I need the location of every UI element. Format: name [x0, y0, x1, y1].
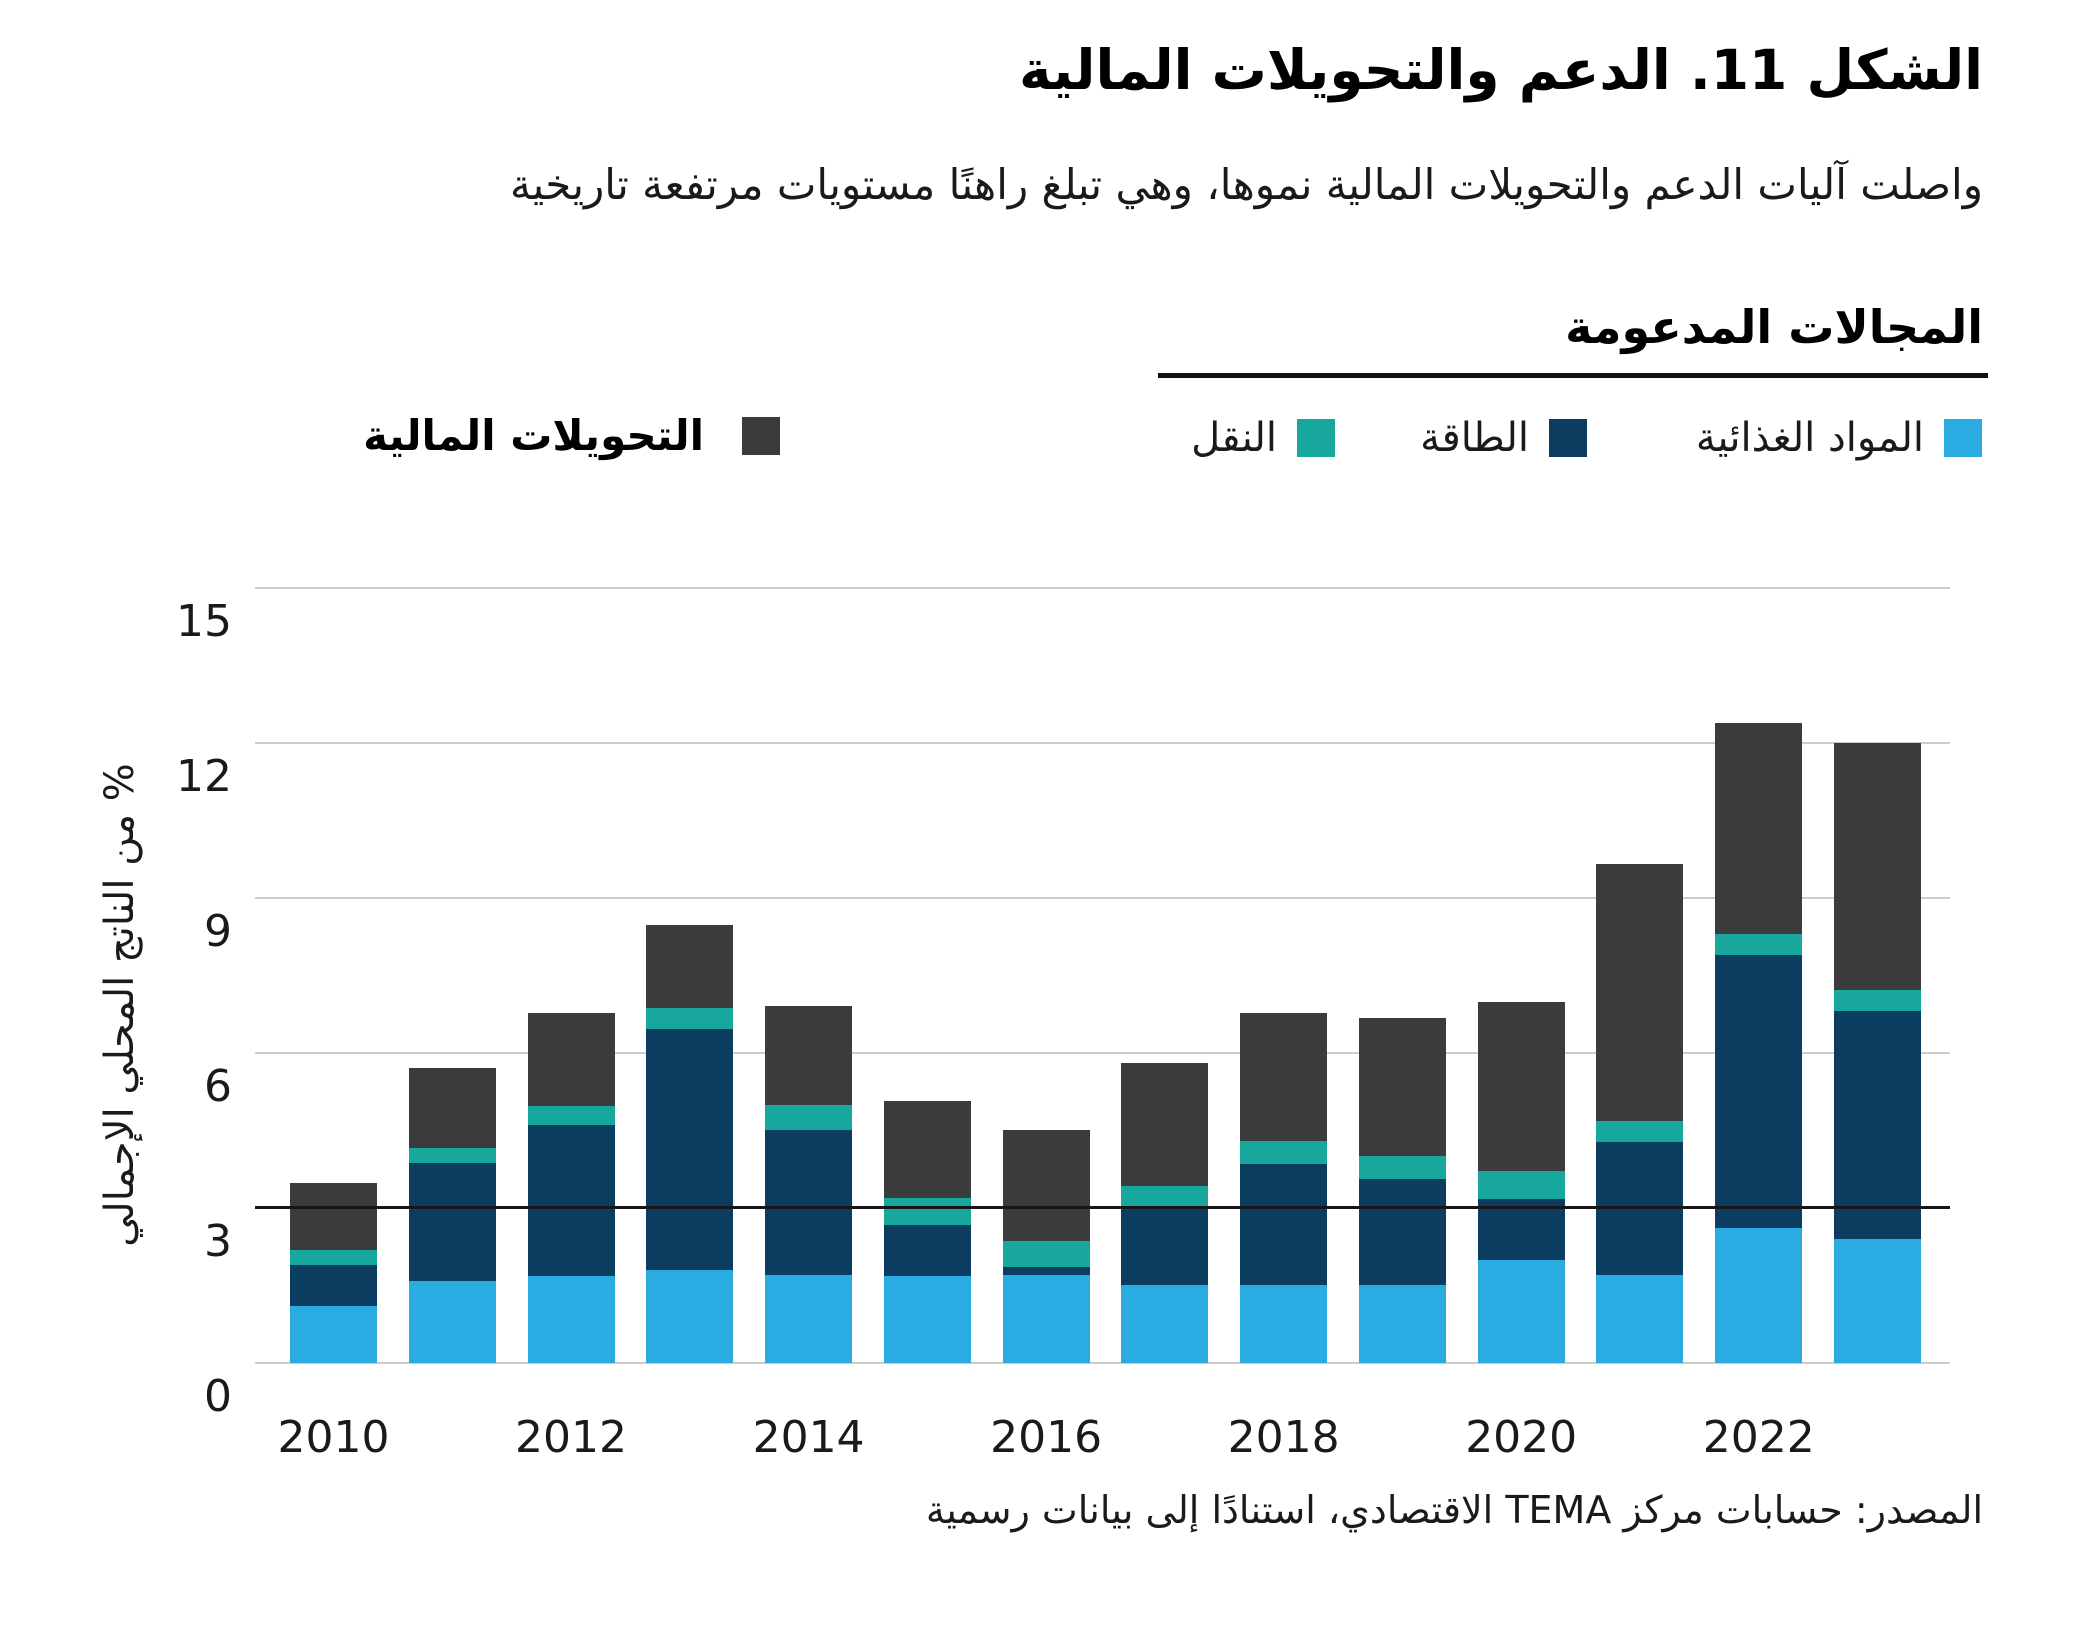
y-tick-3: 3 — [204, 1215, 232, 1267]
figure-subtitle: واصلت آليات الدعم والتحويلات المالية نمو… — [510, 160, 1983, 209]
figure-title: الشكل 11. الدعم والتحويلات المالية — [1019, 38, 1983, 102]
bar-segment-transport-2011 — [408, 1147, 496, 1164]
bar-segment-transfers-2020 — [1477, 1002, 1565, 1171]
legend-transfers: التحويلات المالية — [363, 414, 780, 458]
bar-segment-transfers-2011 — [408, 1068, 496, 1148]
bar-segment-transfers-2023 — [1834, 743, 1921, 990]
gridline-y15 — [255, 586, 1950, 589]
bar-segment-food-2019 — [1358, 1285, 1446, 1363]
bar-segment-transport-2021 — [1596, 1121, 1684, 1143]
y-tick-6: 6 — [204, 1060, 232, 1112]
bar-segment-food-2010 — [290, 1306, 377, 1363]
x-label-2020: 2020 — [1465, 1412, 1578, 1463]
y-tick-12: 12 — [176, 750, 232, 802]
gridline-y6 — [255, 1051, 1950, 1054]
bar-segment-energy-2017 — [1121, 1206, 1209, 1286]
bar-segment-transport-2012 — [527, 1105, 615, 1126]
bar-segment-energy-2015 — [883, 1225, 971, 1277]
bar-segment-energy-2014 — [765, 1130, 853, 1276]
x-label-2018: 2018 — [1227, 1412, 1340, 1463]
bar-segment-food-2017 — [1121, 1285, 1209, 1363]
bar-segment-transport-2020 — [1477, 1170, 1565, 1199]
legend-item-2: النقل — [1191, 418, 1335, 458]
legend-transfers-label: التحويلات المالية — [363, 411, 704, 460]
legend-swatch-icon — [1549, 419, 1587, 457]
bar-segment-energy-2011 — [408, 1163, 496, 1281]
bar-segment-energy-2013 — [646, 1028, 734, 1270]
bar-segment-food-2014 — [765, 1275, 853, 1363]
bar-segment-transport-2023 — [1834, 989, 1921, 1011]
transfers-swatch-icon — [742, 417, 780, 455]
bar-segment-transfers-2014 — [765, 1005, 853, 1105]
bar-segment-transport-2010 — [290, 1250, 377, 1266]
bar-segment-food-2020 — [1477, 1259, 1565, 1363]
bar-segment-food-2012 — [527, 1276, 615, 1363]
bar-segment-energy-2022 — [1715, 954, 1803, 1229]
bar-segment-transfers-2013 — [646, 924, 734, 1009]
bar-segment-food-2022 — [1715, 1228, 1803, 1363]
legend-item-1: الطاقة — [1420, 418, 1587, 458]
bar-segment-food-2013 — [646, 1269, 734, 1363]
bar-segment-transport-2018 — [1240, 1140, 1328, 1164]
x-label-2016: 2016 — [990, 1412, 1103, 1463]
bar-segment-food-2023 — [1834, 1238, 1921, 1363]
gridline-y0 — [255, 1362, 1950, 1364]
bar-segment-energy-2010 — [290, 1265, 377, 1307]
source-note: المصدر: حسابات مركز TEMA الاقتصادي، استن… — [925, 1488, 1983, 1532]
bar-segment-transport-2017 — [1121, 1186, 1209, 1207]
legend-item-0: المواد الغذائية — [1696, 418, 1982, 458]
bar-segment-energy-2018 — [1240, 1163, 1328, 1286]
x-label-2012: 2012 — [515, 1412, 628, 1463]
bar-segment-energy-2023 — [1834, 1010, 1921, 1239]
bar-segment-food-2018 — [1240, 1285, 1328, 1363]
x-label-2022: 2022 — [1702, 1412, 1815, 1463]
bar-segment-food-2016 — [1002, 1275, 1090, 1363]
bar-segment-food-2011 — [408, 1280, 496, 1363]
bar-segment-transport-2016 — [1002, 1241, 1090, 1267]
bar-segment-transport-2015 — [883, 1197, 971, 1226]
gridline-y12 — [255, 741, 1950, 744]
bar-segment-transfers-2021 — [1596, 864, 1684, 1122]
bar-segment-energy-2012 — [527, 1125, 615, 1277]
bar-segment-energy-2016 — [1002, 1266, 1090, 1276]
y-tick-9: 9 — [204, 905, 232, 957]
x-label-2014: 2014 — [752, 1412, 865, 1463]
bar-segment-transfers-2010 — [290, 1183, 377, 1251]
legend-underline — [1158, 373, 1988, 378]
bar-segment-transport-2013 — [646, 1008, 734, 1029]
y-tick-0: 0 — [204, 1371, 232, 1422]
bar-segment-transport-2019 — [1358, 1155, 1446, 1179]
legend-group-title: المجالات المدعومة — [1565, 300, 1983, 354]
bar-segment-food-2021 — [1596, 1275, 1684, 1363]
bar-segment-transfers-2019 — [1358, 1017, 1446, 1156]
bar-segment-transfers-2017 — [1121, 1063, 1209, 1187]
legend-swatch-icon — [1944, 419, 1982, 457]
legend-swatch-icon — [1297, 419, 1335, 457]
bar-segment-transfers-2016 — [1002, 1130, 1090, 1242]
bar-segment-transfers-2018 — [1240, 1013, 1328, 1141]
bar-segment-energy-2019 — [1358, 1178, 1446, 1286]
x-label-2010: 2010 — [277, 1412, 390, 1463]
bar-segment-transfers-2015 — [883, 1100, 971, 1198]
legend-item-label: النقل — [1191, 415, 1277, 461]
bar-segment-transfers-2012 — [527, 1012, 615, 1106]
y-axis-title: % من الناتج المحلي الإجمالي — [97, 763, 143, 1247]
y-tick-15: 15 — [176, 595, 232, 647]
bar-segment-food-2015 — [883, 1276, 971, 1363]
bar-segment-transport-2022 — [1715, 933, 1803, 955]
gridline-y9 — [255, 896, 1950, 899]
reference-line-y3 — [255, 1206, 1950, 1210]
legend-item-label: المواد الغذائية — [1695, 415, 1924, 461]
bar-segment-transport-2014 — [765, 1104, 853, 1131]
bar-segment-transfers-2022 — [1715, 722, 1803, 934]
legend-item-label: الطاقة — [1420, 415, 1529, 461]
